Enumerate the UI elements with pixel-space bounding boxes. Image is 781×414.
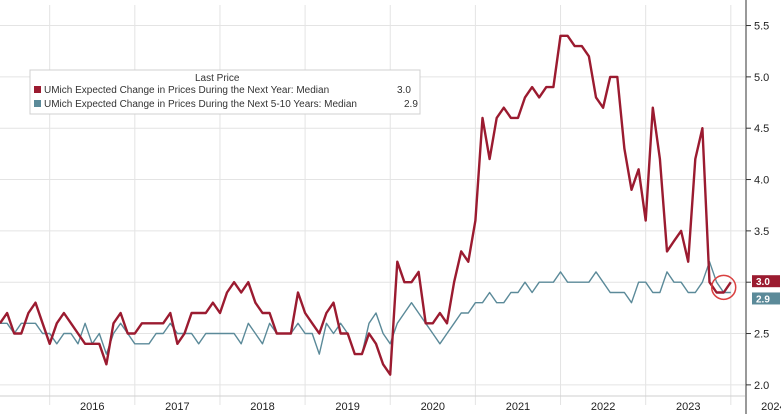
series-line-1 — [0, 34, 732, 376]
y-tick-label: 4.5 — [754, 123, 769, 135]
series-lines — [0, 34, 732, 376]
x-tick-label: 2016 — [80, 401, 104, 413]
last-value-badge-2-label: 2.9 — [756, 294, 770, 305]
x-tick-label: 2022 — [591, 401, 615, 413]
last-value-badge-1-label: 3.0 — [756, 277, 770, 288]
y-tick-label: 5.5 — [754, 21, 769, 33]
x-tick-label: 2018 — [250, 401, 274, 413]
latest-point-highlight — [710, 274, 737, 301]
x-tick-label: 2017 — [165, 401, 189, 413]
legend-swatch-2 — [34, 100, 41, 107]
grid — [0, 5, 745, 405]
last-value-badge-2 — [752, 292, 780, 305]
legend-swatch-1 — [34, 86, 41, 93]
y-tick-label: 4.0 — [754, 175, 769, 187]
legend-box — [29, 69, 421, 115]
x-tick-label: 2023 — [676, 401, 700, 413]
last-value-badge-1 — [752, 275, 780, 288]
y-tick-label: 3.5 — [754, 226, 769, 238]
legend: Last Price UMich Expected Change in Pric… — [29, 69, 421, 115]
legend-entry-2: UMich Expected Change in Prices During t… — [44, 99, 357, 110]
x-tick-label: 2024 — [761, 401, 781, 413]
y-tick-label: 2.5 — [754, 329, 769, 341]
legend-header: Last Price — [195, 73, 240, 84]
y-axis: 2.0 2.5 3.0 3.5 4.0 4.5 5.0 5.5 — [745, 0, 769, 414]
series-line-2 — [0, 261, 731, 355]
markers — [710, 274, 737, 301]
x-axis: 2016 2017 2018 2019 2020 2021 2022 2023 2024 — [0, 395, 781, 413]
last-value-badges: 3.0 2.9 — [752, 275, 780, 305]
y-tick-label: 5.0 — [754, 72, 769, 84]
legend-entry-1: UMich Expected Change in Prices During t… — [44, 85, 329, 96]
legend-value-2: 2.9 — [404, 99, 418, 110]
x-tick-label: 2020 — [421, 401, 445, 413]
x-tick-label: 2021 — [506, 401, 530, 413]
x-tick-label: 2019 — [335, 401, 359, 413]
legend-value-1: 3.0 — [397, 85, 411, 96]
y-tick-label: 2.0 — [754, 380, 769, 392]
